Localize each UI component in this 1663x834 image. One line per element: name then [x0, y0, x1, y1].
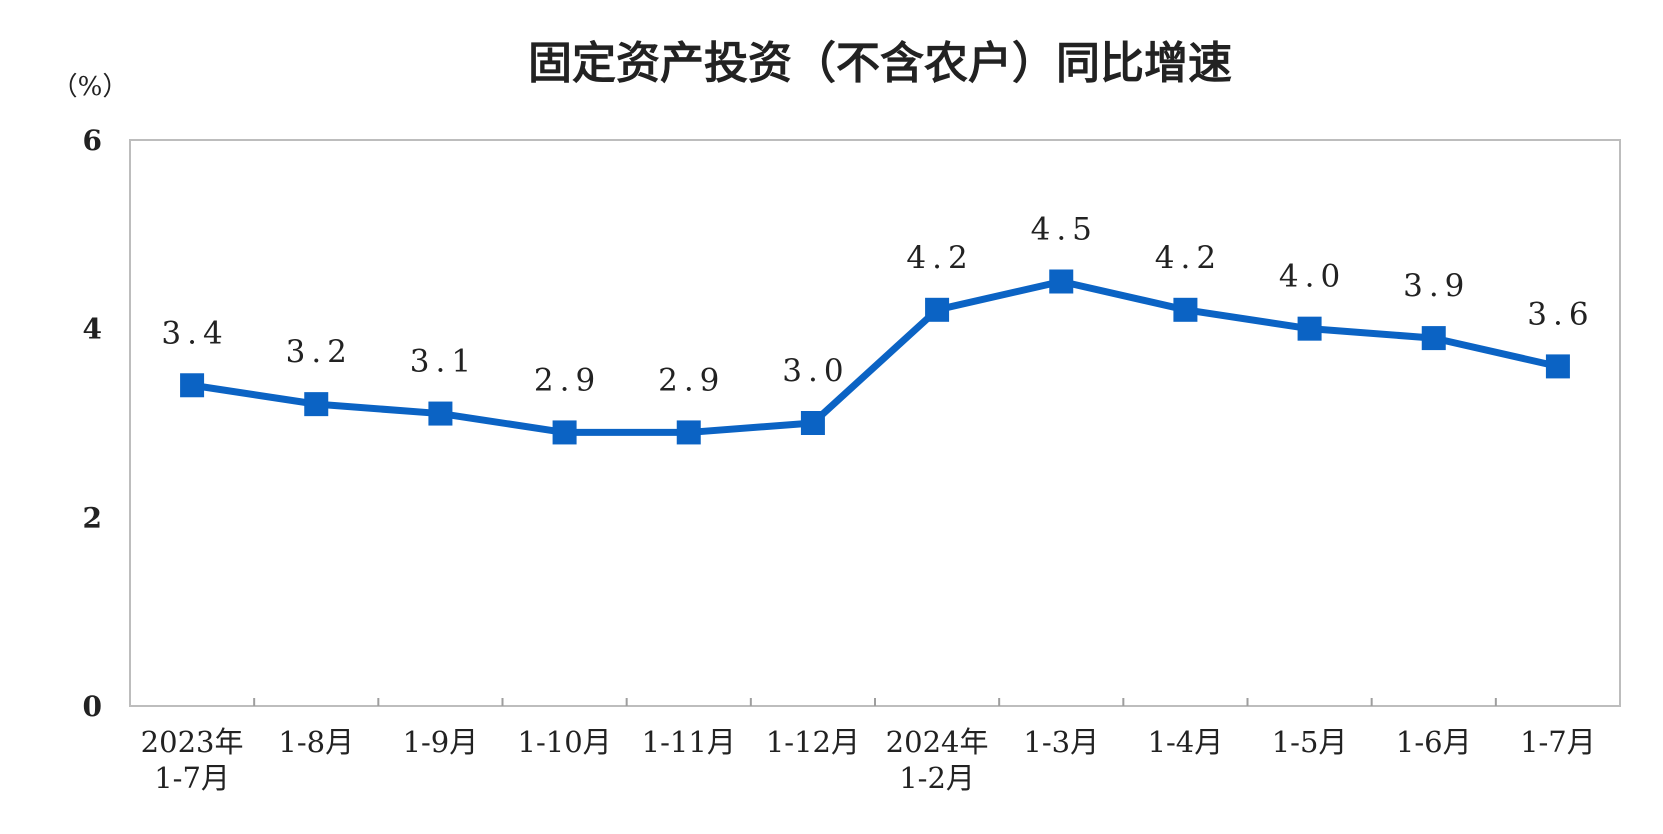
data-point-marker: [1297, 316, 1322, 341]
y-axis-unit: （%）: [52, 72, 129, 102]
data-point-marker: [1545, 354, 1570, 379]
x-tick-label: 1-10月: [518, 725, 612, 759]
data-label: 3.2: [286, 334, 353, 370]
data-label: 4.0: [1279, 259, 1346, 295]
x-tick-label-line: 1-12月: [766, 725, 860, 759]
data-label: 2.9: [534, 362, 601, 398]
data-point-marker: [1421, 326, 1446, 351]
x-tick-label-line: 1-4月: [1148, 725, 1224, 759]
y-tick-label: 0: [83, 690, 102, 723]
x-tick-label-line: 1-7月: [1520, 725, 1596, 759]
data-label: 3.9: [1403, 268, 1470, 304]
data-label: 4.2: [906, 240, 973, 276]
data-point-marker: [800, 411, 825, 435]
x-tick-label: 1-11月: [642, 725, 736, 759]
x-tick-label: 1-6月: [1396, 725, 1472, 759]
x-tick-label-line: 1-10月: [518, 725, 612, 759]
x-tick-label: 1-3月: [1023, 725, 1099, 759]
x-tick-label-line: 1-2月: [899, 761, 975, 795]
data-point-marker: [428, 401, 453, 426]
x-tick-label-line: 1-6月: [1396, 725, 1472, 759]
data-point-marker: [1049, 269, 1074, 294]
x-tick-label: 2024年 1-2月: [886, 725, 989, 795]
data-label: 4.2: [1155, 240, 1222, 276]
x-tick-label-line: 1-9月: [403, 725, 479, 759]
data-label: 3.0: [782, 353, 849, 389]
x-tick-label-line: 1-3月: [1023, 725, 1099, 759]
x-tick-label-line: 1-5月: [1272, 725, 1348, 759]
data-label: 3.6: [1527, 296, 1594, 332]
data-label: 4.5: [1031, 212, 1098, 248]
data-label: 3.1: [410, 344, 477, 380]
y-tick-label: 2: [83, 501, 102, 534]
data-point-marker: [304, 392, 329, 417]
x-tick-label: 1-4月: [1148, 725, 1224, 759]
x-tick-label-line: 2023年: [141, 725, 244, 759]
chart-title: 固定资产投资（不含农户）同比增速: [528, 38, 1232, 89]
plot-frame: [129, 139, 1621, 707]
x-tick-label-line: 1-11月: [642, 725, 736, 759]
x-tick-label: 1-5月: [1272, 725, 1348, 759]
x-tick-label: 1-9月: [403, 725, 479, 759]
x-tick-label-line: 1-7月: [154, 761, 230, 795]
x-tick-label-line: 2024年: [886, 725, 989, 759]
x-tick-label-line: 1-8月: [278, 725, 354, 759]
data-point-marker: [180, 373, 205, 398]
data-point-marker: [925, 297, 950, 322]
y-tick-label: 4: [83, 313, 102, 346]
data-point-marker: [1173, 297, 1198, 322]
x-tick-label: 1-7月: [1520, 725, 1596, 759]
data-label: 2.9: [658, 362, 725, 398]
x-tick-label: 1-8月: [278, 725, 354, 759]
y-tick-label: 6: [83, 124, 102, 157]
x-tick-label: 1-12月: [766, 725, 860, 759]
data-label: 3.4: [161, 315, 228, 351]
x-tick-label: 2023年 1-7月: [141, 725, 244, 795]
data-point-marker: [676, 420, 701, 445]
data-point-marker: [552, 420, 577, 445]
series-line: [188, 278, 1562, 436]
